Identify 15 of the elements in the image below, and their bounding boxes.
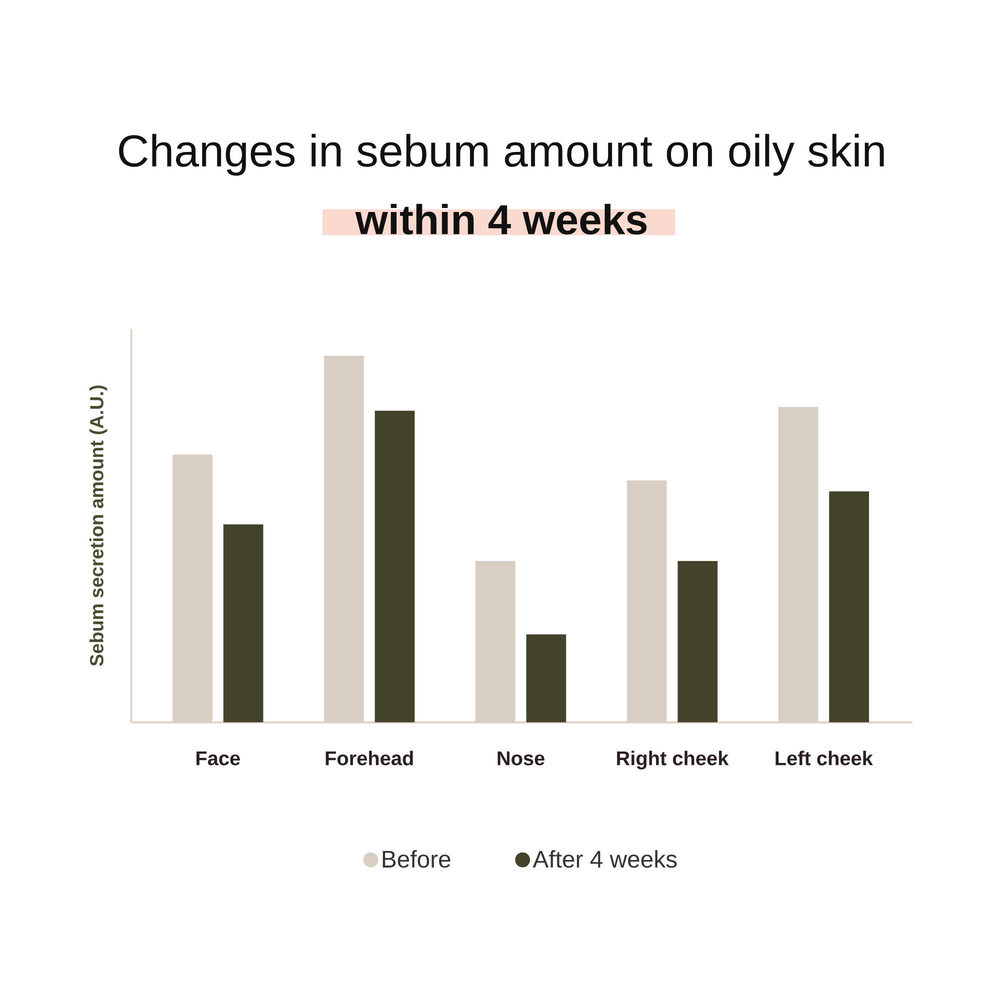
bar <box>678 560 718 722</box>
bar <box>223 524 264 722</box>
legend-label: Before <box>382 850 450 868</box>
x-tick-label: Left cheek <box>776 750 873 766</box>
bar <box>829 491 869 722</box>
x-tick-label: Forehead <box>326 750 413 766</box>
legend-label: After 4 weeks <box>532 850 677 868</box>
bar <box>374 410 415 722</box>
chart-subtitle: within 4 weeks <box>355 204 647 234</box>
y-axis-title: Sebum secretion amount (A.U.) <box>90 385 108 666</box>
x-tick-label: Nose <box>498 751 544 766</box>
x-tick-label: Right cheek <box>617 750 729 770</box>
chart-title: Changes in sebum amount on oily skin <box>119 134 884 176</box>
x-tick-label: Face <box>196 751 240 766</box>
bar <box>526 634 566 722</box>
